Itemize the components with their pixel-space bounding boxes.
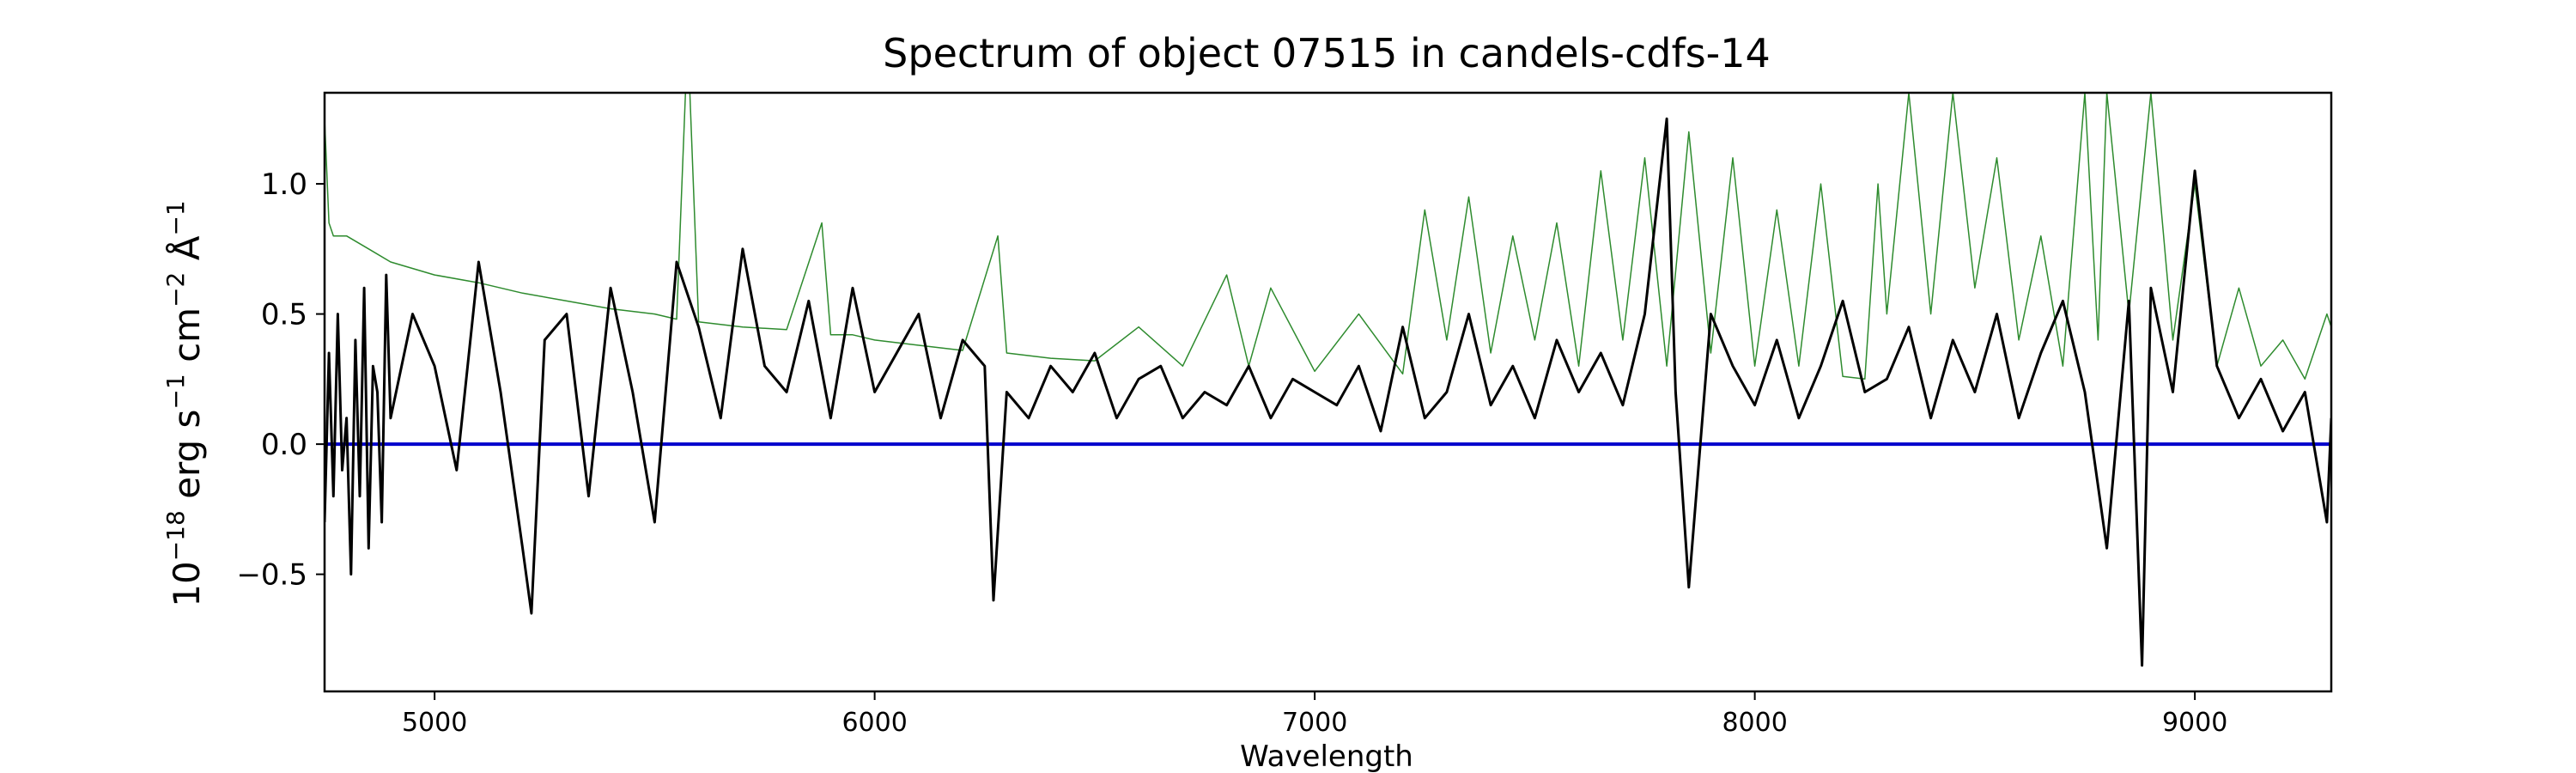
x-tick-label: 6000 <box>841 708 907 738</box>
ylabel-s-sup: −1 <box>161 374 190 409</box>
plot-area <box>325 93 2331 667</box>
y-axis-label: 10−18 erg s−1 cm−2 Å−1 <box>161 200 208 606</box>
y-tick-label: −0.5 <box>236 558 307 593</box>
x-axis-label: Wavelength <box>1240 740 1413 773</box>
chart-title: Spectrum of object 07515 in candels-cdfs… <box>883 30 1771 76</box>
y-tick-label: 0.5 <box>261 298 307 332</box>
x-tick-label: 9000 <box>2162 708 2227 738</box>
plot-frame <box>323 91 2333 693</box>
x-tick-label: 8000 <box>1722 708 1787 738</box>
noise-series-line <box>325 93 2331 380</box>
ylabel-prefix-sup: −18 <box>161 510 190 561</box>
ylabel-erg: erg s <box>166 410 208 511</box>
ylabel-ang: Å <box>165 235 208 271</box>
y-tick-label: 1.0 <box>261 167 307 202</box>
axis-ticks: 5000 6000 7000 8000 9000 −0.5 0.0 0.5 1.0 <box>236 167 2227 738</box>
ylabel-prefix: 10 <box>166 561 208 606</box>
x-tick-label: 5000 <box>402 708 467 738</box>
ylabel-ang-sup: −1 <box>161 200 190 235</box>
flux-series-line <box>325 117 2331 667</box>
y-tick-label: 0.0 <box>261 428 307 462</box>
ylabel-cm-sup: −2 <box>161 272 190 307</box>
x-tick-label: 7000 <box>1282 708 1347 738</box>
ylabel-cm: cm <box>166 307 208 374</box>
svg-text:10−18 erg s−1 cm−2 Å−1: 10−18 erg s−1 cm−2 Å−1 <box>161 200 208 606</box>
